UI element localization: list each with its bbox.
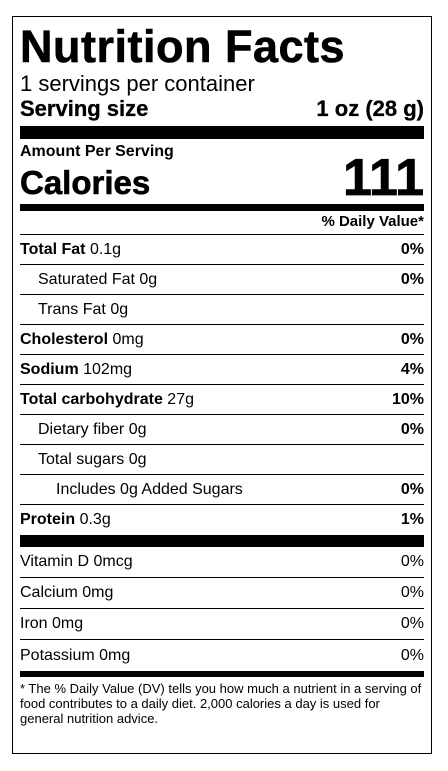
nutrient-row-dietary-fiber: Dietary fiber 0g 0% bbox=[20, 415, 424, 445]
calories-value: 111 bbox=[342, 149, 425, 207]
vitamin-text: Potassium 0mg bbox=[20, 646, 131, 664]
daily-value-footnote: * The % Daily Value (DV) tells you how m… bbox=[20, 681, 422, 726]
footnote-divider bbox=[20, 671, 424, 677]
nutrient-amount: 102mg bbox=[83, 360, 133, 378]
nutrient-percent: 1% bbox=[400, 511, 424, 528]
nutrition-facts-label: Nutrition Facts 1 servings per container… bbox=[12, 16, 432, 754]
vitamin-text: Iron 0mg bbox=[20, 615, 84, 632]
nutrient-amount: 0.3g bbox=[79, 511, 111, 528]
vitamin-row-vitamin-d: Vitamin D 0mcg 0% bbox=[20, 547, 424, 578]
nutrient-amount: 27g bbox=[167, 390, 194, 408]
servings-per-container: 1 servings per container bbox=[20, 71, 255, 96]
nutrient-row-saturated-fat: Saturated Fat 0g 0% bbox=[20, 265, 424, 295]
nutrient-percent: 4% bbox=[400, 360, 424, 378]
nutrient-row-added-sugars: Includes 0g Added Sugars 0% bbox=[20, 475, 424, 505]
nutrient-percent: 10% bbox=[391, 390, 424, 408]
vitamin-percent: 0% bbox=[400, 553, 424, 570]
nutrient-amount: 0g bbox=[110, 300, 129, 318]
nutrient-amount: 0g bbox=[128, 450, 147, 468]
nutrient-row-total-fat: Total Fat 0.1g 0% bbox=[20, 235, 424, 265]
nutrient-row-total-sugars: Total sugars 0g bbox=[20, 445, 424, 475]
label-title: Nutrition Facts bbox=[20, 21, 346, 72]
nutrient-amount: 0.1g bbox=[89, 240, 122, 258]
nutrient-amount: 0g bbox=[139, 270, 158, 288]
calories-row: Calories 111 bbox=[20, 152, 425, 205]
nutrient-name: Dietary fiber bbox=[38, 420, 125, 438]
thick-divider bbox=[20, 126, 424, 139]
serving-size-label: Serving size bbox=[20, 96, 149, 121]
thick-divider bbox=[20, 535, 424, 547]
nutrient-row-sodium: Sodium 102mg 4% bbox=[20, 355, 424, 385]
nutrient-percent: 0% bbox=[400, 330, 424, 348]
medium-divider bbox=[20, 204, 424, 211]
nutrient-percent: 0% bbox=[400, 240, 424, 258]
nutrient-row-total-carbohydrate: Total carbohydrate 27g 10% bbox=[20, 385, 424, 415]
vitamin-percent: 0% bbox=[400, 646, 424, 664]
serving-size-value: 1 oz (28 g) bbox=[316, 96, 424, 121]
nutrient-name: Trans Fat bbox=[38, 300, 106, 318]
amount-per-serving: Amount Per Serving bbox=[20, 143, 174, 160]
nutrient-name: Includes 0g Added Sugars bbox=[56, 480, 243, 498]
vitamin-row-calcium: Calcium 0mg 0% bbox=[20, 578, 424, 609]
nutrient-percent: 0% bbox=[400, 420, 424, 438]
nutrient-row-protein: Protein 0.3g 1% bbox=[20, 505, 424, 535]
nutrient-name: Total carbohydrate bbox=[20, 390, 163, 408]
serving-size-row: Serving size 1 oz (28 g) bbox=[20, 96, 424, 122]
calories-label: Calories bbox=[20, 164, 151, 201]
nutrient-percent: 0% bbox=[400, 270, 424, 288]
nutrient-row-trans-fat: Trans Fat 0g bbox=[20, 295, 424, 325]
nutrient-row-cholesterol: Cholesterol 0mg 0% bbox=[20, 325, 424, 355]
vitamin-row-potassium: Potassium 0mg 0% bbox=[20, 640, 424, 671]
nutrient-name: Protein bbox=[20, 511, 76, 528]
daily-value-header: % Daily Value* bbox=[20, 211, 424, 235]
nutrient-name: Total sugars bbox=[38, 450, 125, 468]
vitamin-row-iron: Iron 0mg 0% bbox=[20, 609, 424, 640]
nutrient-amount: 0g bbox=[128, 420, 147, 438]
nutrient-percent: 0% bbox=[400, 480, 424, 498]
nutrient-amount: 0mg bbox=[112, 330, 144, 348]
nutrient-name: Total Fat bbox=[20, 240, 86, 258]
vitamin-text: Calcium 0mg bbox=[20, 584, 114, 601]
nutrient-name: Cholesterol bbox=[20, 330, 109, 348]
vitamin-percent: 0% bbox=[400, 584, 424, 601]
nutrient-name: Saturated Fat bbox=[38, 270, 135, 288]
vitamin-text: Vitamin D 0mcg bbox=[20, 553, 133, 570]
nutrient-name: Sodium bbox=[20, 360, 79, 378]
vitamin-percent: 0% bbox=[400, 615, 424, 632]
